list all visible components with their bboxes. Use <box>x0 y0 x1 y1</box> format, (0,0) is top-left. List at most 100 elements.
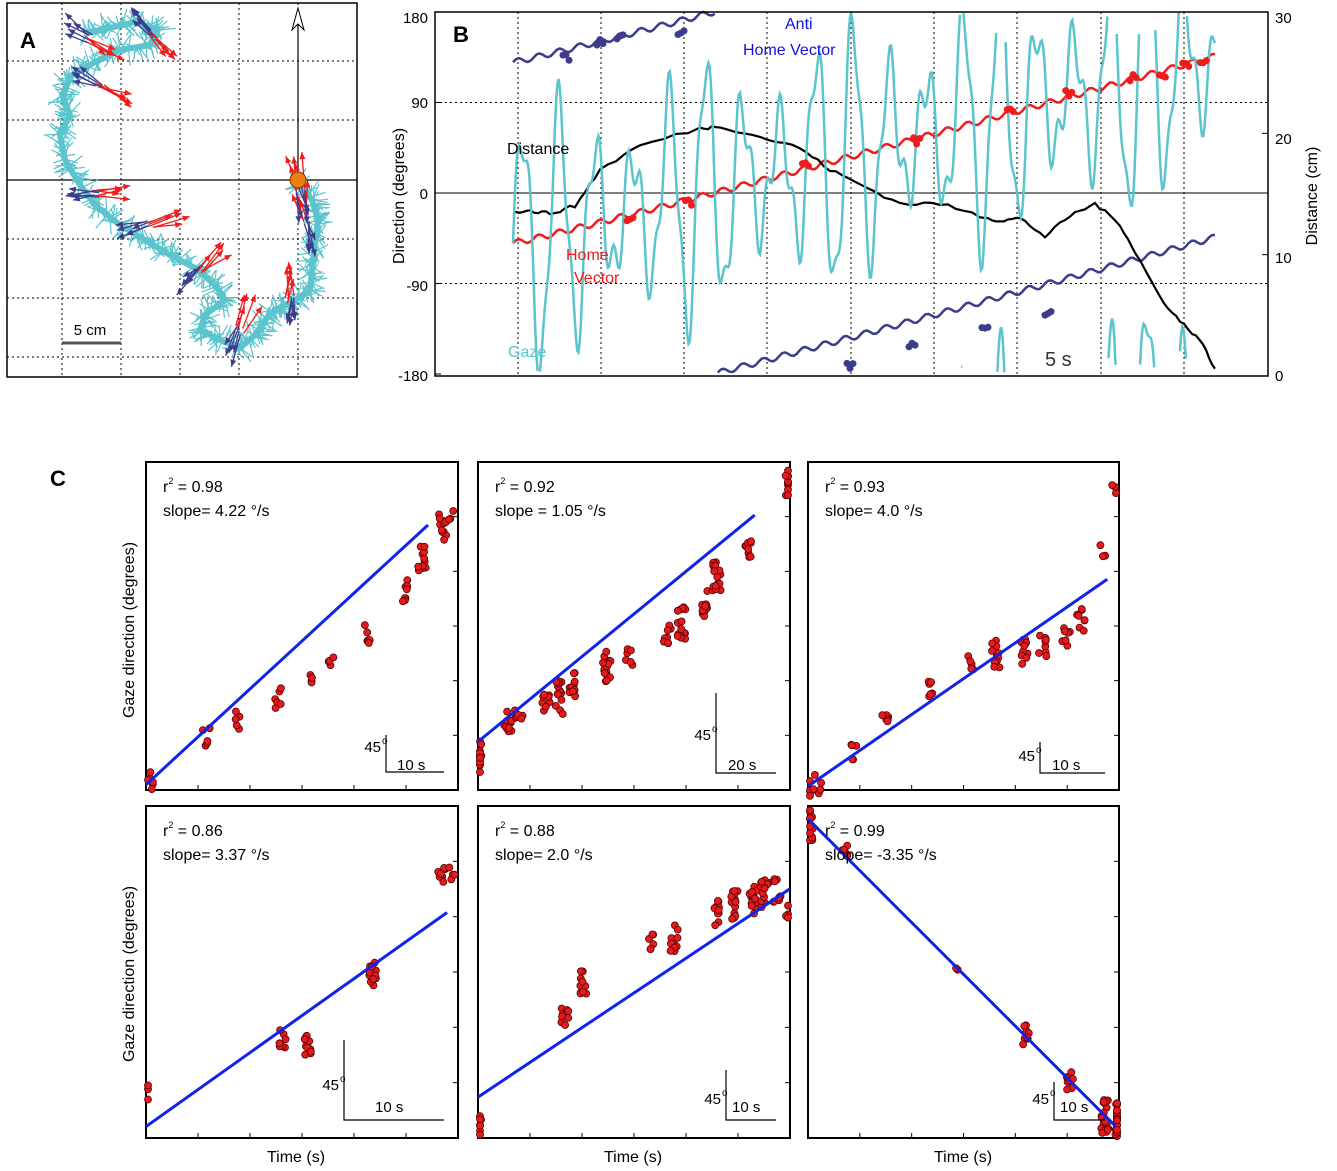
c6-r2-text: r2 = 0.99 <box>825 820 885 840</box>
b-gaze-line-11 <box>1178 322 1188 359</box>
a-home-vector-5-3 <box>196 253 212 273</box>
c2-fit-line <box>477 513 756 743</box>
a-home-vector-3-3 <box>97 185 122 192</box>
b-gaze-line-0 <box>511 142 539 371</box>
a-anti-vector-8-0-head <box>309 232 316 241</box>
a-home-vector-5-0-head <box>216 250 224 258</box>
a-home-vector-2-4 <box>95 81 128 102</box>
a-anti-vector-0-0-head <box>65 13 73 21</box>
a-home-vector-7-3-head <box>288 279 295 287</box>
c2-point-5-11 <box>570 677 579 686</box>
a-anti-vector-6-3-head <box>224 337 232 345</box>
c2-point-1-0 <box>503 707 512 716</box>
b-home-fixation-3-1 <box>913 140 921 148</box>
a-anti-vector-8-4-head <box>310 248 317 257</box>
c6-point-3-6 <box>1019 1040 1027 1049</box>
a-anti-vector-6-2-head <box>228 344 235 353</box>
a-anti-vector-7-2-head <box>291 312 298 320</box>
a-home-vector-5-3-head <box>203 254 211 262</box>
c1-point-8-8 <box>420 554 429 563</box>
a-home-vector-5-2-head <box>214 242 222 250</box>
a-home-vector-6-4-head <box>239 294 246 303</box>
a-home-vector-5-1 <box>201 254 232 272</box>
a-anti-vector-8-3-head <box>305 243 312 251</box>
a-home-vector-0-4 <box>87 38 116 51</box>
a-home-vector-4-4-head <box>182 215 190 222</box>
c2-deg-scale: 45 <box>694 727 711 744</box>
b-home-fixation-3-2 <box>916 135 924 143</box>
c4-point-2-11 <box>300 1035 309 1044</box>
c5-point-9-9 <box>770 877 779 886</box>
b-anti-fixation-3-2 <box>680 27 688 35</box>
a-anti-vector-0-4 <box>65 33 88 44</box>
c5-slope-text: slope= 2.0 °/s <box>495 847 593 864</box>
a-home-vector-0-3-head <box>107 49 116 56</box>
c3-point-8-0 <box>1035 649 1043 657</box>
c1-point-8-11 <box>420 542 429 551</box>
c5-point-0-7 <box>476 1130 484 1139</box>
c2-point-9-15 <box>673 606 682 615</box>
b-label-home-1: Home <box>566 247 609 264</box>
c2-deg-symbol: o <box>712 724 718 735</box>
a-home-vector-0-3 <box>89 39 116 56</box>
a-anti-vector-6-3 <box>224 326 238 345</box>
b-gaze-line-4 <box>962 13 998 274</box>
a-anti-vector-2-3-head <box>72 74 81 80</box>
c3-point-6-5 <box>988 647 996 655</box>
c6-point-0-11 <box>806 806 814 815</box>
b-gaze-line-7 <box>1107 318 1117 365</box>
c1-point-9-10 <box>437 526 446 535</box>
b-ylabel-left: Direction (degrees) <box>391 128 408 264</box>
a-home-vector-3-1-head <box>122 183 131 190</box>
c1-point-6-5 <box>360 621 369 629</box>
b-gaze-line-6 <box>1004 16 1109 222</box>
c3-point-6-11 <box>990 663 999 671</box>
c3-point-2-4 <box>847 741 856 750</box>
c1-scalebar <box>385 735 444 773</box>
c4-r2-text: r2 = 0.86 <box>163 820 223 840</box>
a-home-vector-4-1-head <box>174 221 183 228</box>
a-home-vector-8-3-head <box>304 180 311 188</box>
a-home-vector-5-4-head <box>217 243 224 251</box>
a-home-vector-9-3-head <box>291 156 298 164</box>
c2-time-scale: 20 s <box>728 757 756 774</box>
c2-point-4-12 <box>554 690 562 699</box>
a-home-vector-9-1-head <box>285 156 292 164</box>
c6-point-4-7 <box>1067 1068 1076 1077</box>
c1-point-4-3 <box>307 673 316 682</box>
c3-slope-text: slope= 4.0 °/s <box>825 503 923 520</box>
c2-point-6-6 <box>602 647 611 656</box>
c1-point-6-0 <box>363 628 372 637</box>
a-trajectory <box>57 19 321 351</box>
c6-time-scale: 10 s <box>1060 1099 1088 1116</box>
a-anti-vector-4-0-head <box>132 223 141 229</box>
c5-r2-text: r2 = 0.88 <box>495 820 555 840</box>
c2-point-12-6 <box>746 552 755 561</box>
a-home-vector-4-4 <box>154 215 190 228</box>
c4-point-0-2 <box>144 1081 152 1090</box>
c5-point-4-7 <box>673 934 682 942</box>
a-anti-vector-1-2-head <box>132 20 140 28</box>
c3-point-7-2 <box>1018 660 1027 668</box>
a-anti-vector-5-0-head <box>176 287 184 295</box>
a-anti-vector-7-4-head <box>287 318 294 326</box>
c5-point-4-11 <box>666 947 675 955</box>
c4-frame <box>145 805 459 1139</box>
a-anti-vector-2-2 <box>79 66 104 86</box>
a-home-vector-3-3-head <box>114 185 122 192</box>
a-home-vector-9-0-head <box>294 163 300 172</box>
c-panel-2: r2 = 0.92 slope = 1.05 °/s 20 s 45 o <box>476 461 792 791</box>
b-label-gaze: Gaze <box>508 344 546 361</box>
b-home-fixation-1-1 <box>685 196 692 204</box>
c6-point-6-25 <box>1113 1099 1121 1108</box>
c3-point-4-5 <box>926 690 935 699</box>
c4-fit-line <box>145 911 448 1128</box>
c3-deg-scale: 45 <box>1018 748 1035 765</box>
c2-frame <box>477 461 791 791</box>
b-anti-fixation-1-2 <box>599 40 607 48</box>
b-rtick-20: 20 <box>1275 131 1292 148</box>
c2-point-5-10 <box>569 687 577 696</box>
b-anti-fixation-5-2 <box>911 341 919 349</box>
c3-point-1-1 <box>816 785 825 794</box>
